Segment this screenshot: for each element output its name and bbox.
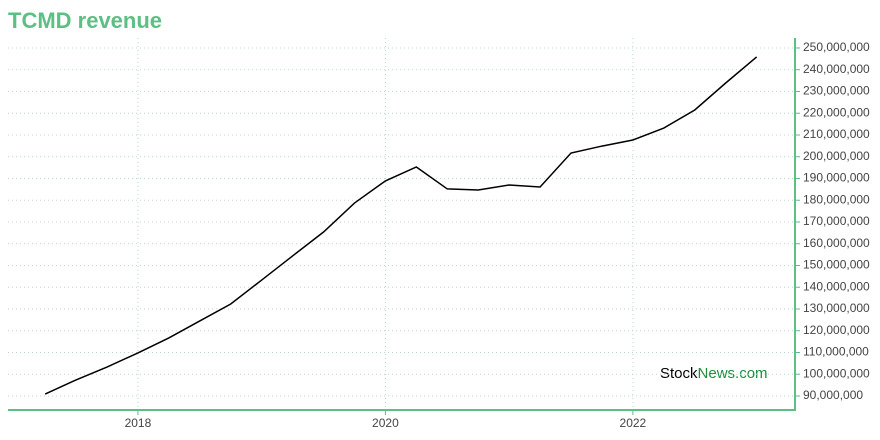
y-tick-label: 250,000,000	[803, 40, 870, 54]
watermark-part: Stock	[660, 365, 698, 382]
y-tick-label: 240,000,000	[803, 62, 870, 76]
y-tick-label: 100,000,000	[803, 366, 870, 380]
x-tick-label: 2022	[620, 416, 647, 430]
y-tick-label: 230,000,000	[803, 84, 870, 98]
chart-title: TCMD revenue	[8, 8, 162, 33]
y-tick-label: 200,000,000	[803, 149, 870, 163]
watermark-part: News.com	[698, 365, 768, 382]
y-tick-label: 90,000,000	[803, 388, 863, 402]
x-tick-label: 2018	[125, 416, 152, 430]
line	[44, 56, 758, 395]
y-tick-label: 160,000,000	[803, 236, 870, 250]
y-tick-label: 170,000,000	[803, 214, 870, 228]
y-tick-label: 110,000,000	[803, 345, 869, 359]
y-tick-label: 140,000,000	[803, 279, 870, 293]
y-tick-label: 120,000,000	[803, 323, 870, 337]
y-tick-label: 210,000,000	[803, 127, 870, 141]
y-tick-label: 180,000,000	[803, 192, 870, 206]
y-tick-label: 220,000,000	[803, 105, 870, 119]
y-tick-label: 150,000,000	[803, 258, 870, 272]
y-tick-label: 130,000,000	[803, 301, 870, 315]
x-tick-label: 2020	[372, 416, 399, 430]
y-tick-label: 190,000,000	[803, 171, 870, 185]
watermark: StockNews.com	[660, 365, 768, 382]
